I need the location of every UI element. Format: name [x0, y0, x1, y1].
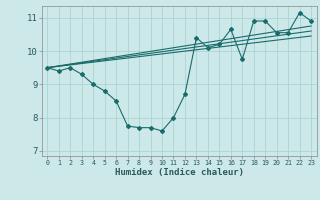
X-axis label: Humidex (Indice chaleur): Humidex (Indice chaleur): [115, 168, 244, 177]
